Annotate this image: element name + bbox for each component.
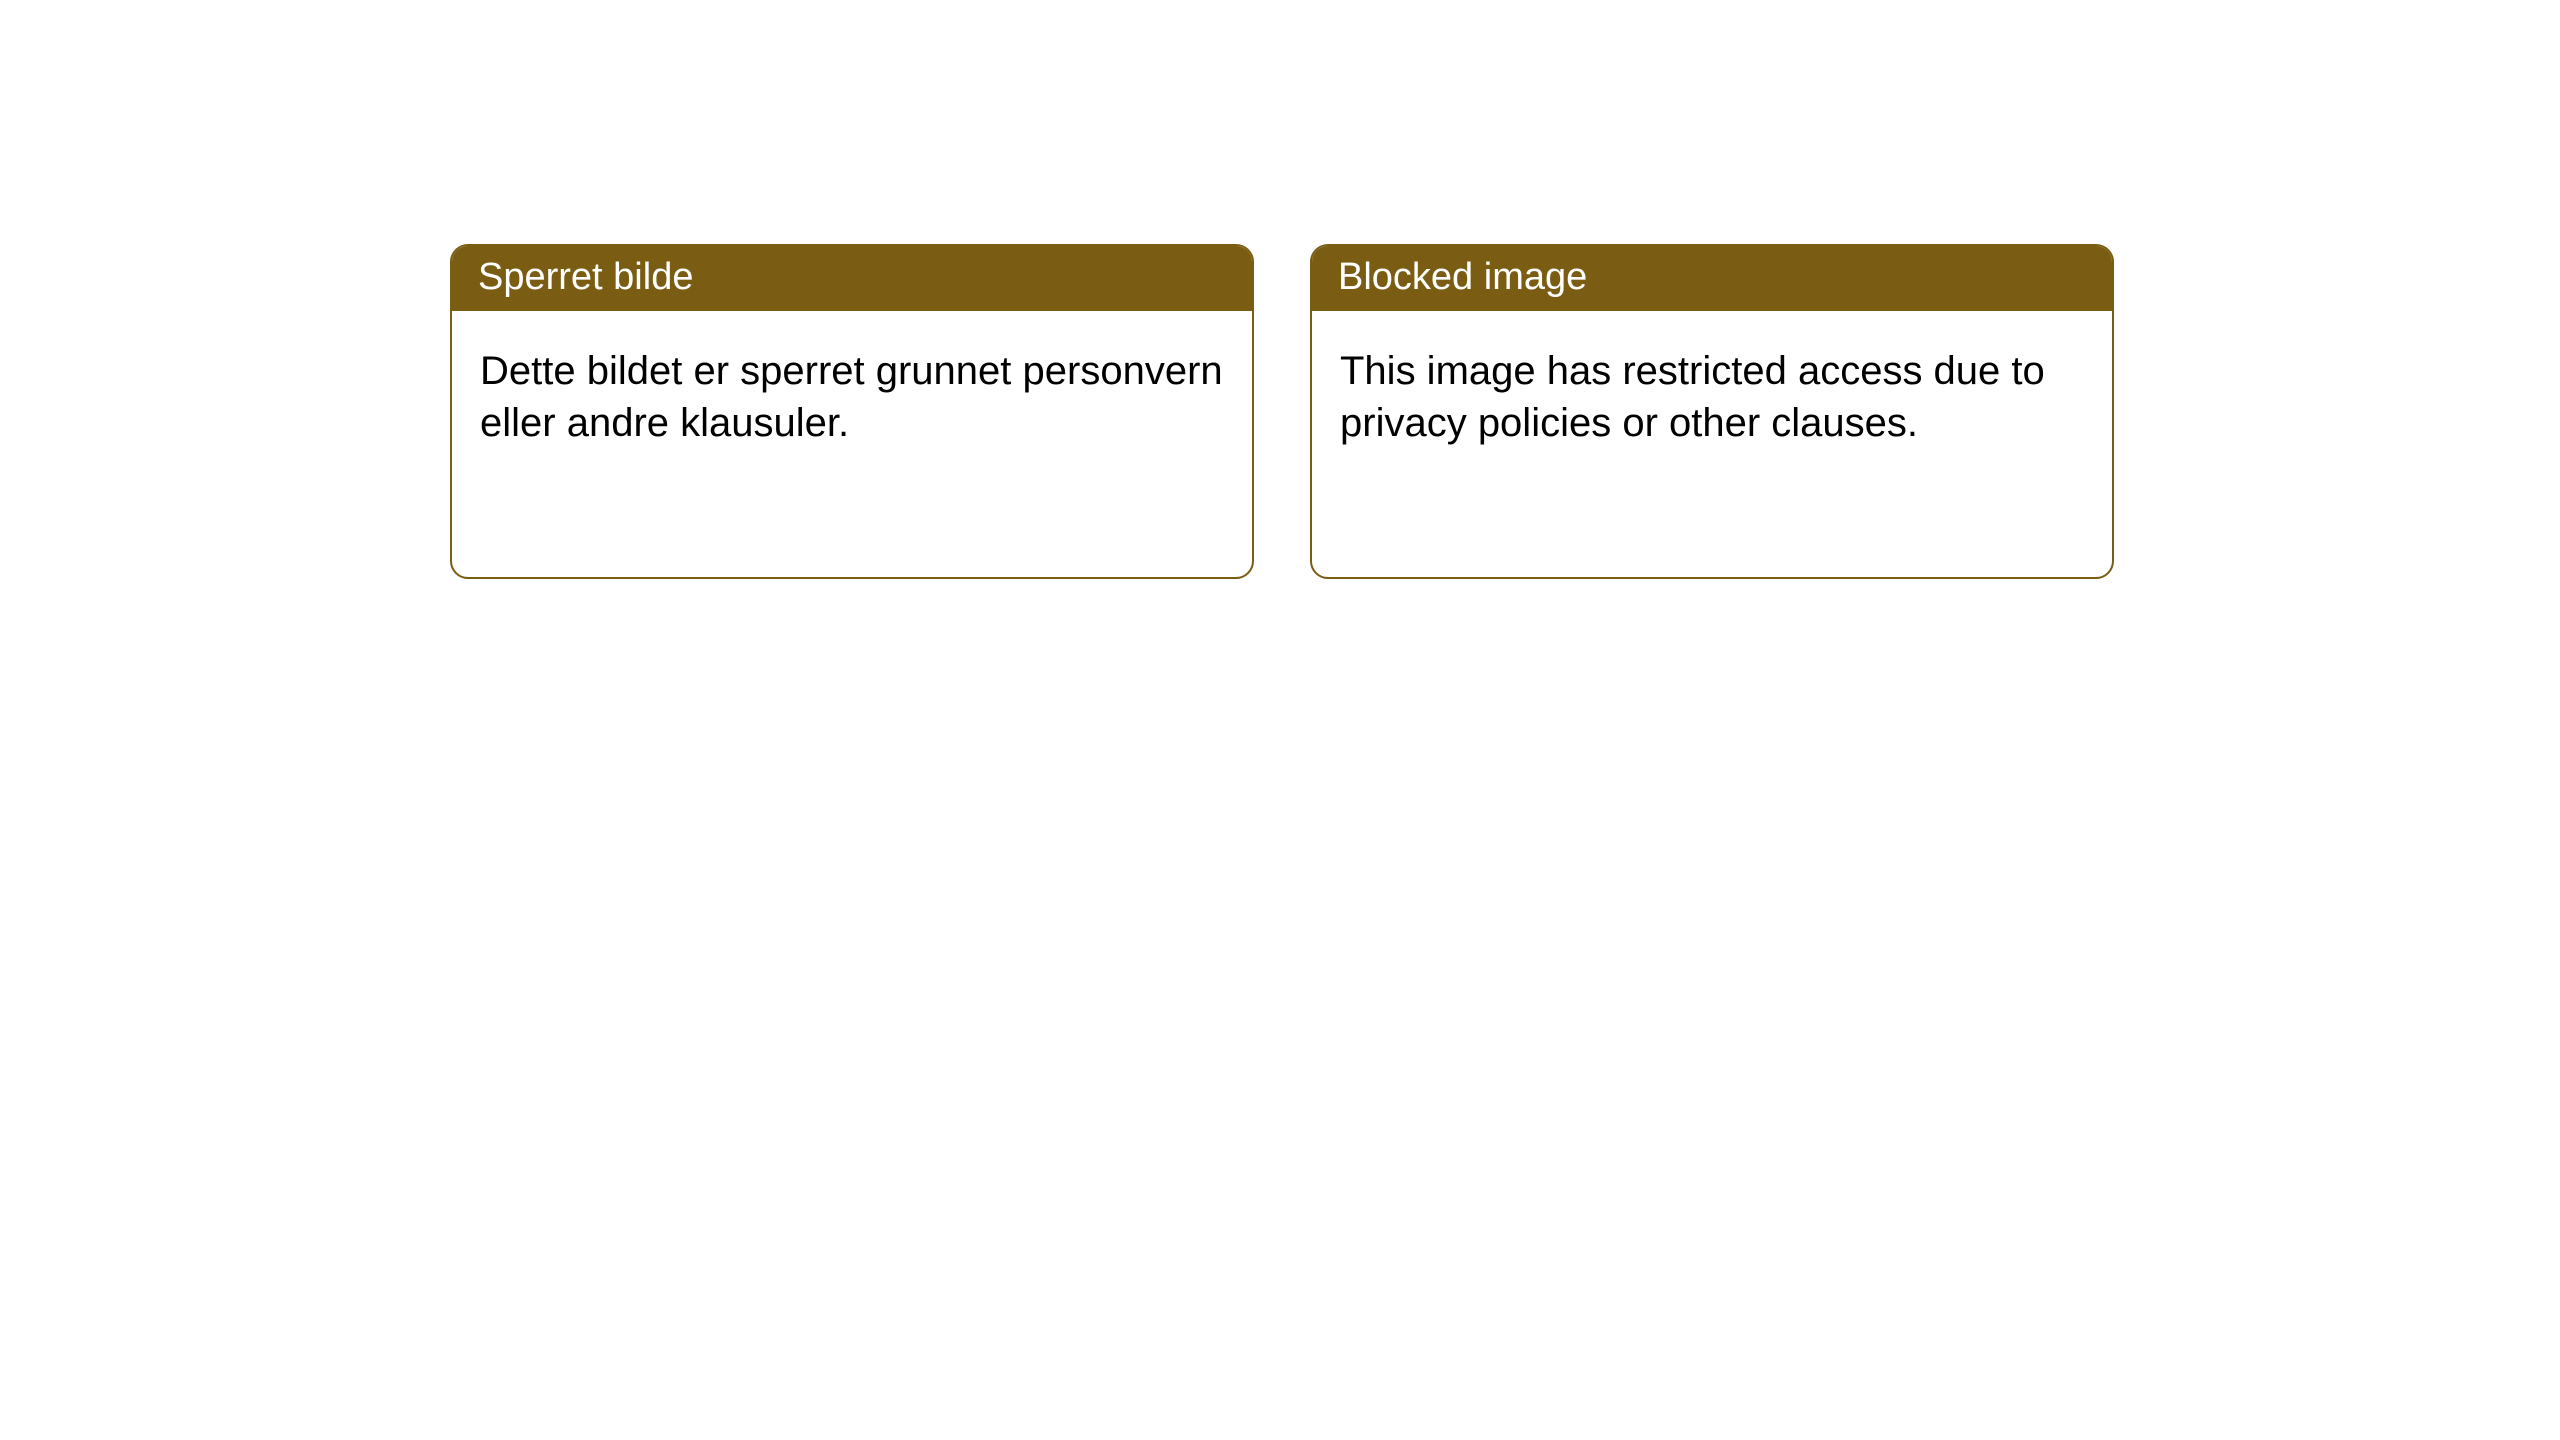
card-header-no: Sperret bilde bbox=[452, 246, 1252, 311]
card-body-en: This image has restricted access due to … bbox=[1312, 311, 2112, 483]
notice-container: Sperret bilde Dette bildet er sperret gr… bbox=[0, 0, 2560, 579]
notice-card-no: Sperret bilde Dette bildet er sperret gr… bbox=[450, 244, 1254, 579]
card-body-no: Dette bildet er sperret grunnet personve… bbox=[452, 311, 1252, 483]
notice-card-en: Blocked image This image has restricted … bbox=[1310, 244, 2114, 579]
card-title-en: Blocked image bbox=[1338, 256, 1587, 298]
card-text-no: Dette bildet er sperret grunnet personve… bbox=[480, 349, 1223, 445]
card-text-en: This image has restricted access due to … bbox=[1340, 349, 2045, 445]
card-header-en: Blocked image bbox=[1312, 246, 2112, 311]
card-title-no: Sperret bilde bbox=[478, 256, 693, 298]
